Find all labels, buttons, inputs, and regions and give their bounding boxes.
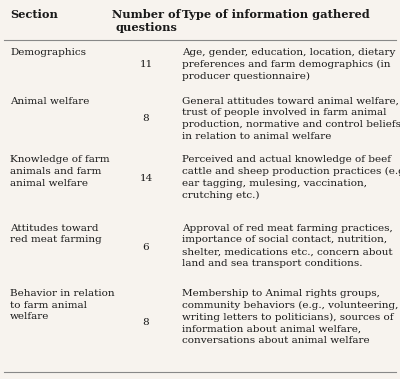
Text: Type of information gathered: Type of information gathered — [182, 9, 370, 20]
Text: Approval of red meat farming practices,
importance of social contact, nutrition,: Approval of red meat farming practices, … — [182, 224, 393, 268]
Text: Animal welfare: Animal welfare — [10, 97, 89, 106]
Text: Demographics: Demographics — [10, 48, 86, 57]
Text: Number of
questions: Number of questions — [112, 9, 180, 33]
Text: 8: 8 — [143, 114, 149, 123]
Text: Section: Section — [10, 9, 58, 20]
Text: 6: 6 — [143, 243, 149, 252]
Text: 8: 8 — [143, 318, 149, 327]
Text: General attitudes toward animal welfare,
trust of people involved in farm animal: General attitudes toward animal welfare,… — [182, 97, 400, 141]
Text: 11: 11 — [139, 60, 153, 69]
Text: Knowledge of farm
animals and farm
animal welfare: Knowledge of farm animals and farm anima… — [10, 155, 110, 188]
Text: 14: 14 — [139, 174, 153, 183]
Text: Perceived and actual knowledge of beef
cattle and sheep production practices (e.: Perceived and actual knowledge of beef c… — [182, 155, 400, 200]
Text: Age, gender, education, location, dietary
preferences and farm demographics (in
: Age, gender, education, location, dietar… — [182, 48, 395, 81]
Text: Membership to Animal rights groups,
community behaviors (e.g., volunteering,
wri: Membership to Animal rights groups, comm… — [182, 289, 398, 345]
Text: Attitudes toward
red meat farming: Attitudes toward red meat farming — [10, 224, 102, 244]
Text: Behavior in relation
to farm animal
welfare: Behavior in relation to farm animal welf… — [10, 289, 115, 321]
